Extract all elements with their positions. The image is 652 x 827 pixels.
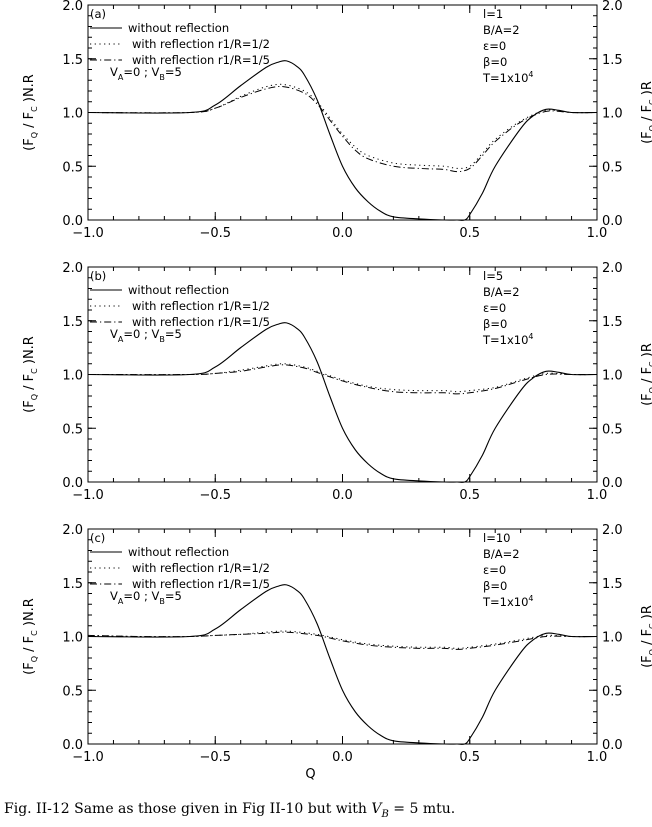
- param-3: ε=0: [483, 563, 506, 577]
- chart-panel-2: −1.0 −0.5 0.0 0.5 1.00.0 0.00.5 0.51.0 1.01.5 1.…: [22, 261, 652, 503]
- param-2: B/A=2: [483, 547, 520, 561]
- x-tick-label: −1.0: [72, 488, 104, 503]
- x-axis-title: Q: [305, 767, 315, 782]
- series-line-2: [87, 363, 598, 393]
- series-line-2: [87, 630, 598, 649]
- param-3: ε=0: [483, 39, 506, 53]
- panel-label: (b): [90, 269, 106, 283]
- legend-label-1: without reflection: [128, 21, 229, 35]
- y-tick-label-right: 0.5: [602, 684, 623, 699]
- y-axis-title-right: (FQ / FC )R: [640, 343, 652, 406]
- y-axis-title-right: (FQ / FC )R: [640, 81, 652, 144]
- param-4: β=0: [483, 55, 507, 69]
- series-line-2: [87, 83, 598, 169]
- legend-label-3: with reflection r1/R=1/5: [132, 577, 270, 591]
- y-tick-label-left: 0.0: [62, 476, 83, 491]
- x-tick-label: −1.0: [72, 750, 104, 765]
- y-tick-label-right: 0.0: [602, 738, 623, 753]
- velocity-note: VA=0 ; VB=5: [110, 327, 182, 344]
- legend-label-2: with reflection r1/R=1/2: [132, 561, 270, 575]
- y-tick-label-left: 0.5: [62, 684, 83, 699]
- legend-label-1: without reflection: [128, 545, 229, 559]
- y-tick-label-right: 1.5: [602, 53, 623, 68]
- figure: −1.0 −0.5 0.0 0.5 1.00.0 0.00.5 0.51.0 1.01.5 1.…: [22, 0, 652, 782]
- param-2: B/A=2: [483, 23, 520, 37]
- velocity-note: VA=0 ; VB=5: [110, 589, 182, 606]
- legend-label-3: with reflection r1/R=1/5: [132, 315, 270, 329]
- series-line-3: [87, 85, 598, 173]
- y-tick-label-left: 1.5: [62, 577, 83, 592]
- param-3: ε=0: [483, 301, 506, 315]
- x-tick-label: 1.0: [587, 750, 608, 765]
- y-tick-label-right: 0.0: [602, 476, 623, 491]
- y-tick-label-left: 0.5: [62, 160, 83, 175]
- x-tick-label: 0.5: [459, 750, 480, 765]
- x-tick-label: −0.5: [199, 488, 231, 503]
- y-tick-label-left: 1.0: [62, 107, 83, 122]
- y-tick-label-left: 1.0: [62, 369, 83, 384]
- x-tick-label: 1.0: [587, 226, 608, 241]
- param-4: β=0: [483, 317, 507, 331]
- series-line-1: [87, 322, 598, 483]
- panel-label: (c): [90, 531, 105, 545]
- panel-label: (a): [90, 7, 106, 21]
- y-tick-label-right: 1.0: [602, 369, 623, 384]
- x-tick-label: 0.0: [332, 750, 353, 765]
- param-1: l=5: [483, 269, 503, 283]
- x-tick-label: 0.5: [459, 226, 480, 241]
- series-line-3: [87, 631, 597, 650]
- param-4: β=0: [483, 579, 507, 593]
- y-tick-label-right: 1.0: [602, 107, 623, 122]
- y-tick-label-left: 0.0: [62, 738, 83, 753]
- series-line-3: [87, 364, 597, 395]
- y-tick-label-right: 1.0: [602, 631, 623, 646]
- y-tick-label-left: 2.0: [62, 523, 83, 538]
- param-2: B/A=2: [483, 285, 520, 299]
- chart-panel-1: −1.0 −0.5 0.0 0.5 1.00.0 0.00.5 0.51.0 1.01.5 1.…: [22, 0, 652, 241]
- x-tick-label: 0.0: [332, 226, 353, 241]
- x-tick-label: 0.0: [332, 488, 353, 503]
- param-5: T=1x104: [482, 594, 534, 609]
- series-line-1: [87, 60, 598, 221]
- x-tick-label: 1.0: [587, 488, 608, 503]
- velocity-note: VA=0 ; VB=5: [110, 65, 182, 82]
- x-tick-label: −0.5: [199, 226, 231, 241]
- y-tick-label-right: 2.0: [602, 261, 623, 276]
- param-5: T=1x104: [482, 70, 534, 85]
- chart-panel-3: −1.0 −0.5 0.0 0.5 1.00.0 0.00.5 0.51.0 1.01.5 1.…: [22, 523, 652, 782]
- y-tick-label-left: 2.0: [62, 0, 83, 14]
- legend-label-2: with reflection r1/R=1/2: [132, 37, 270, 51]
- y-tick-label-left: 0.5: [62, 422, 83, 437]
- legend-label-3: with reflection r1/R=1/5: [132, 53, 270, 67]
- legend-label-1: without reflection: [128, 283, 229, 297]
- x-tick-label: 0.5: [459, 488, 480, 503]
- y-tick-label-right: 1.5: [602, 315, 623, 330]
- param-1: l=1: [483, 7, 503, 21]
- y-tick-label-right: 0.5: [602, 160, 623, 175]
- y-axis-title-left: (FQ / FC )N.R: [22, 336, 39, 413]
- series-line-1: [87, 584, 598, 745]
- figure-caption: Fig. II-12 Same as those given in Fig II…: [4, 801, 456, 820]
- param-5: T=1x104: [482, 332, 534, 347]
- y-axis-title-left: (FQ / FC )N.R: [22, 598, 39, 675]
- param-1: l=10: [483, 531, 510, 545]
- y-tick-label-right: 2.0: [602, 523, 623, 538]
- y-tick-label-right: 1.5: [602, 577, 623, 592]
- y-tick-label-left: 0.0: [62, 214, 83, 229]
- y-tick-label-right: 0.0: [602, 214, 623, 229]
- y-tick-label-right: 0.5: [602, 422, 623, 437]
- y-axis-title-right: (FQ / FC )R: [640, 605, 652, 668]
- y-tick-label-left: 2.0: [62, 261, 83, 276]
- y-tick-label-left: 1.5: [62, 315, 83, 330]
- x-tick-label: −0.5: [199, 750, 231, 765]
- legend-label-2: with reflection r1/R=1/2: [132, 299, 270, 313]
- y-tick-label-left: 1.0: [62, 631, 83, 646]
- y-axis-title-left: (FQ / FC )N.R: [22, 74, 39, 151]
- y-tick-label-right: 2.0: [602, 0, 623, 14]
- x-tick-label: −1.0: [72, 226, 104, 241]
- y-tick-label-left: 1.5: [62, 53, 83, 68]
